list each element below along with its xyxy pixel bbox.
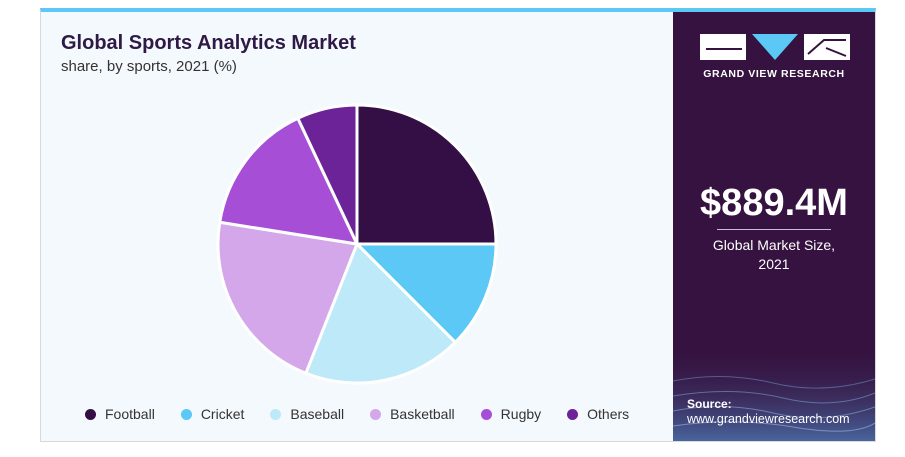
legend-item-cricket: Cricket	[180, 406, 245, 422]
chart-legend: Football Cricket Baseball Basketball Rugby Ot…	[85, 406, 655, 422]
legend-swatch	[567, 408, 579, 420]
market-size-label-line1: Global Market Size,	[712, 237, 836, 253]
legend-item-football: Football	[85, 406, 155, 422]
legend-label: Others	[587, 406, 630, 422]
legend-item-rugby: Rugby	[480, 406, 542, 422]
market-size-value: $889.4M	[700, 182, 848, 224]
pie-slice-rugby	[218, 116, 359, 246]
legend-label: Football	[105, 406, 155, 422]
source-label: Source:	[687, 397, 732, 411]
legend-swatch	[480, 408, 492, 420]
legend-item-basketball: Basketball	[370, 406, 455, 422]
stat-divider	[717, 229, 831, 230]
decorative-waves	[673, 341, 875, 441]
brand-sidebar: GRAND VIEW RESEARCH $889.4M Global Marke…	[673, 12, 875, 441]
market-size-label: Global Market Size, 2021	[673, 236, 875, 274]
pie-slice-others	[296, 103, 359, 246]
source-url[interactable]: www.grandviewresearch.com	[687, 412, 850, 426]
legend-swatch	[270, 408, 282, 420]
legend-label: Cricket	[200, 406, 245, 422]
pie-slice-cricket	[355, 242, 498, 344]
brand-name: GRAND VIEW RESEARCH	[703, 68, 845, 80]
legend-swatch	[370, 408, 382, 420]
legend-item-others: Others	[567, 406, 629, 422]
legend-item-baseball: Baseball	[270, 406, 344, 422]
chart-title: Global Sports Analytics Market	[61, 32, 356, 54]
chart-subtitle: share, by sports, 2021 (%)	[61, 58, 237, 75]
chart-panel: Global Sports Analytics Market share, by…	[41, 12, 673, 441]
pie-slice-basketball	[216, 220, 359, 375]
pie-slice-football	[355, 103, 498, 246]
legend-label: Rugby	[500, 406, 542, 422]
chart-card: Global Sports Analytics Market share, by…	[40, 8, 876, 442]
market-size-label-line2: 2021	[758, 256, 790, 272]
pie-slice-baseball	[304, 242, 457, 385]
legend-swatch	[180, 408, 192, 420]
pie-chart	[216, 103, 498, 385]
legend-label: Basketball	[390, 406, 455, 422]
grand-view-research-logo	[700, 34, 850, 60]
legend-label: Baseball	[290, 406, 345, 422]
legend-swatch	[85, 408, 96, 420]
